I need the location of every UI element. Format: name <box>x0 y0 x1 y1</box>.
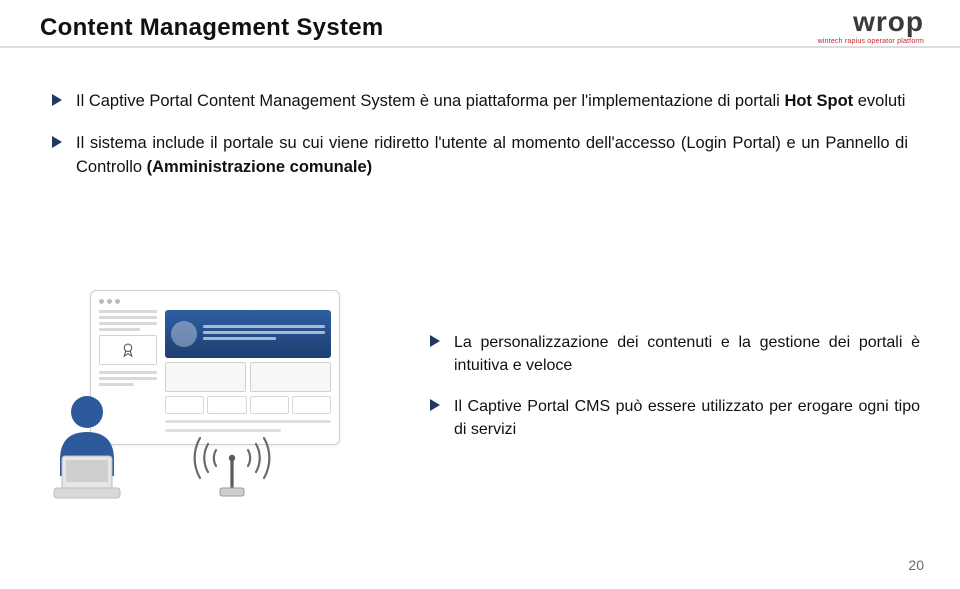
browser-header <box>99 299 331 304</box>
bullet-text: Il Captive Portal CMS può essere utilizz… <box>454 395 920 441</box>
strip-cell <box>165 396 204 414</box>
logo: wrop wintech rapius operator platform <box>818 8 924 45</box>
bullet-text: Il Captive Portal Content Management Sys… <box>76 90 905 114</box>
slide: Content Management System wrop wintech r… <box>0 0 960 589</box>
bullet-text-bold: Hot Spot <box>784 92 853 110</box>
top-bullets: Il Captive Portal Content Management Sys… <box>40 90 920 180</box>
user-laptop-icon <box>40 390 134 500</box>
bullet-marker-icon <box>52 94 62 106</box>
bullet-text-pre: Il Captive Portal CMS può essere utilizz… <box>454 398 920 438</box>
award-icon <box>119 341 137 359</box>
placeholder-line <box>99 310 157 313</box>
illustration <box>40 290 400 500</box>
bullet-text-bold: (Amministrazione comunale) <box>147 158 373 176</box>
dot-icon <box>115 299 120 304</box>
bullet-item: La personalizzazione dei contenuti e la … <box>430 331 920 377</box>
hero-banner <box>165 310 331 358</box>
lower-row: La personalizzazione dei contenuti e la … <box>40 290 920 500</box>
title-divider <box>0 46 960 48</box>
bullet-text-pre: La personalizzazione dei contenuti e la … <box>454 334 920 374</box>
browser-main <box>165 310 331 432</box>
placeholder-line <box>99 322 157 325</box>
placeholder-line <box>99 371 157 374</box>
content-blocks <box>165 362 331 392</box>
bullet-text-pre: Il Captive Portal Content Management Sys… <box>76 92 784 110</box>
bullet-item: Il sistema include il portale su cui vie… <box>52 132 908 180</box>
right-bullets: La personalizzazione dei contenuti e la … <box>430 331 920 460</box>
content-block <box>165 362 246 392</box>
placeholder-line <box>203 325 325 328</box>
page-number: 20 <box>908 557 924 573</box>
bullet-marker-icon <box>52 136 62 148</box>
logo-tagline: wintech rapius operator platform <box>818 38 924 45</box>
bullet-text: La personalizzazione dei contenuti e la … <box>454 331 920 377</box>
bullet-text: Il sistema include il portale su cui vie… <box>76 132 908 180</box>
bullet-item: Il Captive Portal CMS può essere utilizz… <box>430 395 920 441</box>
wifi-antenna-icon <box>190 428 274 498</box>
hero-photo-icon <box>171 321 197 347</box>
placeholder-line <box>165 420 331 423</box>
placeholder-line <box>203 337 276 340</box>
bullet-marker-icon <box>430 335 440 347</box>
dot-icon <box>107 299 112 304</box>
award-thumb <box>99 335 157 365</box>
content-block <box>250 362 331 392</box>
strip-cell <box>250 396 289 414</box>
placeholder-line <box>99 377 157 380</box>
placeholder-line <box>99 316 157 319</box>
placeholder-line <box>203 331 325 334</box>
dot-icon <box>99 299 104 304</box>
page-title: Content Management System <box>40 14 920 42</box>
bullet-text-post: evoluti <box>853 92 905 110</box>
bullet-item: Il Captive Portal Content Management Sys… <box>52 90 908 114</box>
strip-cell <box>207 396 246 414</box>
placeholder-line <box>99 328 140 331</box>
placeholder-line <box>99 383 134 386</box>
hero-lines <box>203 325 325 343</box>
logo-text: wrop <box>818 8 924 36</box>
strip-cell <box>292 396 331 414</box>
bullet-marker-icon <box>430 399 440 411</box>
footer-strip <box>165 396 331 414</box>
